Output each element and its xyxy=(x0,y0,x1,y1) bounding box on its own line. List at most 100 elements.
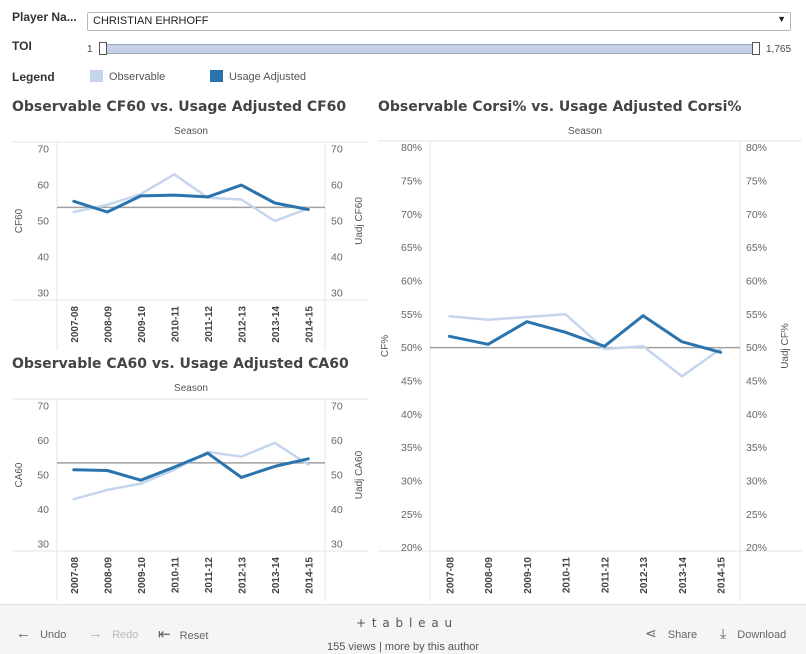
y-tick-label: 30 xyxy=(37,539,49,551)
y-right-tick-label: 40% xyxy=(746,409,767,421)
x-tick-label: 2008-09 xyxy=(484,557,495,594)
player-name-label: Player Na... xyxy=(12,10,77,24)
y-tick-label: 25% xyxy=(401,509,422,521)
x-tick-label: 2011-12 xyxy=(204,306,215,343)
x-tick-label: 2008-09 xyxy=(103,557,114,594)
y-tick-label: 50% xyxy=(401,342,422,354)
y-right-tick-label: 25% xyxy=(746,509,767,521)
x-tick-label: 2012-13 xyxy=(237,557,248,594)
y-tick-label: 55% xyxy=(401,309,422,321)
y-right-axis-title: Uadj CA60 xyxy=(354,450,365,499)
y-right-tick-label: 40 xyxy=(331,504,343,516)
x-tick-label: 2014-15 xyxy=(304,557,315,594)
season-axis-label: Season xyxy=(568,126,602,137)
toi-label: TOI xyxy=(12,39,32,53)
redo-label: Redo xyxy=(112,629,138,641)
x-tick-label: 2007-08 xyxy=(70,557,81,594)
reset-icon: ⇤ xyxy=(158,626,171,643)
y-tick-label: 40 xyxy=(37,504,49,516)
ca60-chart[interactable]: Season 30 30 40 40 50 50 60 60 70 70 CA60 Uadj CA60 2… xyxy=(0,375,372,603)
y-right-tick-label: 35% xyxy=(746,442,767,454)
y-tick-label: 70% xyxy=(401,209,422,221)
y-right-tick-label: 50 xyxy=(331,470,343,482)
y-right-tick-label: 30 xyxy=(331,539,343,551)
y-tick-label: 50 xyxy=(37,216,49,228)
toi-slider-max-handle[interactable] xyxy=(752,42,760,55)
y-tick-label: 80% xyxy=(401,142,422,154)
x-tick-label: 2009-10 xyxy=(137,306,148,343)
x-tick-label: 2008-09 xyxy=(103,306,114,343)
legend-swatch-observable[interactable] xyxy=(90,70,103,82)
legend-label: Legend xyxy=(12,70,55,84)
reset-label: Reset xyxy=(180,630,209,642)
share-button[interactable]: ⋖ Share xyxy=(645,625,697,642)
y-tick-label: 45% xyxy=(401,376,422,388)
x-tick-label: 2014-15 xyxy=(717,557,728,594)
legend-item-observable[interactable]: Observable xyxy=(109,71,165,83)
tableau-logo[interactable]: + t a b l e a u xyxy=(356,616,453,630)
season-axis-label: Season xyxy=(174,126,208,137)
x-tick-label: 2007-08 xyxy=(445,557,456,594)
legend-swatch-usage-adjusted[interactable] xyxy=(210,70,223,82)
y-right-tick-label: 30% xyxy=(746,476,767,488)
y-right-tick-label: 80% xyxy=(746,142,767,154)
more-by-author-link[interactable]: more by this author xyxy=(385,641,479,653)
player-name-value: CHRISTIAN EHRHOFF xyxy=(93,15,209,27)
views-count: 155 views xyxy=(327,641,376,653)
y-tick-label: 35% xyxy=(401,442,422,454)
y-tick-label: 50 xyxy=(37,470,49,482)
x-tick-label: 2013-14 xyxy=(271,306,282,343)
y-tick-label: 75% xyxy=(401,176,422,188)
observable-series-line xyxy=(449,314,720,376)
toi-slider-track[interactable] xyxy=(101,44,758,54)
y-axis-title: CA60 xyxy=(14,462,25,487)
y-right-tick-label: 70 xyxy=(331,400,343,412)
reset-button[interactable]: ⇤ Reset xyxy=(158,625,208,643)
ca60-chart-title: Observable CA60 vs. Usage Adjusted CA60 xyxy=(12,356,349,372)
y-axis-title: CF60 xyxy=(14,208,25,233)
x-tick-label: 2013-14 xyxy=(271,557,282,594)
download-label: Download xyxy=(737,629,786,641)
x-tick-label: 2012-13 xyxy=(639,557,650,594)
y-tick-label: 30% xyxy=(401,476,422,488)
y-right-tick-label: 55% xyxy=(746,309,767,321)
y-tick-label: 40 xyxy=(37,251,49,263)
y-right-tick-label: 60 xyxy=(331,180,343,192)
y-axis-title: CF% xyxy=(380,335,391,357)
y-right-tick-label: 70% xyxy=(746,209,767,221)
y-tick-label: 60 xyxy=(37,435,49,447)
share-label: Share xyxy=(668,629,697,641)
x-tick-label: 2010-11 xyxy=(562,557,573,594)
y-right-tick-label: 70 xyxy=(331,144,343,156)
player-name-dropdown[interactable]: CHRISTIAN EHRHOFF ▼ xyxy=(87,12,791,31)
y-tick-label: 70 xyxy=(37,400,49,412)
undo-button[interactable]: ← Undo xyxy=(16,625,66,642)
x-tick-label: 2009-10 xyxy=(523,557,534,594)
y-right-tick-label: 50 xyxy=(331,216,343,228)
download-button[interactable]: ⤓ Download xyxy=(720,625,786,642)
x-tick-label: 2007-08 xyxy=(70,306,81,343)
download-icon: ⤓ xyxy=(720,625,726,641)
y-right-tick-label: 60% xyxy=(746,276,767,288)
x-tick-label: 2011-12 xyxy=(600,557,611,594)
y-right-axis-title: Uadj CF% xyxy=(780,323,791,369)
y-right-tick-label: 65% xyxy=(746,242,767,254)
x-tick-label: 2011-12 xyxy=(204,557,215,594)
y-tick-label: 60% xyxy=(401,276,422,288)
season-axis-label: Season xyxy=(174,383,208,394)
legend-item-usage-adjusted[interactable]: Usage Adjusted xyxy=(229,71,306,83)
corsi-chart[interactable]: Season20%20%25%25%30%30%35%35%40%40%45%4… xyxy=(372,118,806,603)
redo-button[interactable]: → Redo xyxy=(88,625,138,642)
observable-series-line xyxy=(74,174,308,221)
chevron-down-icon[interactable]: ▼ xyxy=(777,14,786,24)
redo-arrow-icon: → xyxy=(88,625,103,642)
y-right-tick-label: 75% xyxy=(746,176,767,188)
toi-min-value: 1 xyxy=(87,44,93,55)
toi-slider-min-handle[interactable] xyxy=(99,42,107,55)
x-tick-label: 2010-11 xyxy=(170,557,181,594)
usage-adjusted-series-line xyxy=(74,453,308,480)
y-right-tick-label: 60 xyxy=(331,435,343,447)
y-right-tick-label: 20% xyxy=(746,542,767,554)
views-info: 155 views | more by this author xyxy=(327,641,479,653)
